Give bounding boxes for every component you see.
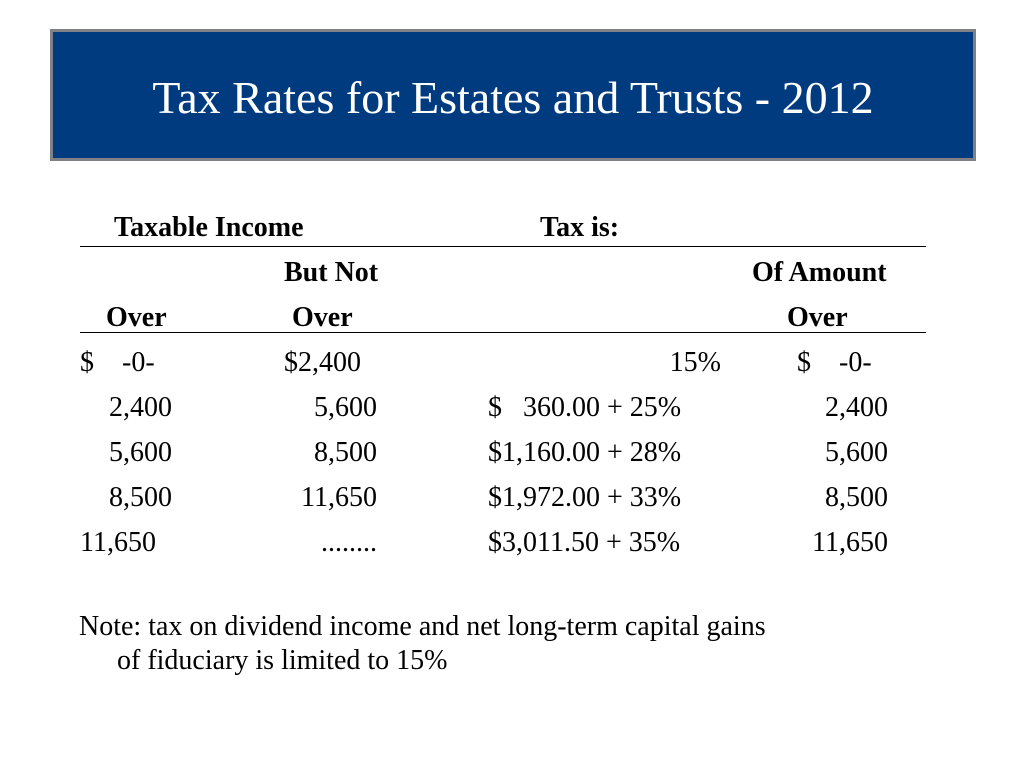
header-taxable-income: Taxable Income [114,212,304,243]
table-cell-tax: $ 360.00 + 25% [488,392,682,423]
table-cell-but-not-over: 8,500 [314,437,377,468]
header-over: Over [106,302,167,333]
table-cell-of-amount-over: 8,500 [825,482,888,513]
title-banner: Tax Rates for Estates and Trusts - 2012 [50,29,976,161]
header-rule-bottom [80,332,926,333]
header-but-not-over: Over [292,302,353,333]
footnote-line-2: of fiduciary is limited to 15% [117,645,448,676]
table-cell-over: $ -0- [80,347,155,378]
table-cell-tax: $1,972.00 + 33% [488,482,682,513]
header-but-not: But Not [284,257,379,288]
table-cell-tax: 15% [669,347,721,378]
table-cell-of-amount-over: $ -0- [797,347,872,378]
table-cell-of-amount-over: 5,600 [825,437,888,468]
footnote-line-1: Note: tax on dividend income and net lon… [79,611,766,642]
table-cell-but-not-over: 5,600 [314,392,377,423]
table-cell-over: 5,600 [109,437,172,468]
table-cell-of-amount-over: 11,650 [812,527,888,558]
slide-title: Tax Rates for Estates and Trusts - 2012 [152,72,874,123]
table-cell-but-not-over: ........ [321,527,377,558]
table-cell-of-amount-over: 2,400 [825,392,888,423]
table-cell-over: 11,650 [80,527,156,558]
table-cell-over: 8,500 [109,482,172,513]
header-of-amount: Of Amount [752,257,887,288]
table-cell-over: 2,400 [109,392,172,423]
table-cell-but-not-over: 11,650 [301,482,377,513]
footnote: Note: tax on dividend income and net lon… [79,610,939,678]
header-of-amount-over: Over [787,302,848,333]
table-cell-but-not-over: $2,400 [284,347,361,378]
table-cell-tax: $3,011.50 + 35% [488,527,681,558]
table-cell-tax: $1,160.00 + 28% [488,437,682,468]
header-rule-top [80,246,926,247]
header-tax-is: Tax is: [540,212,620,243]
